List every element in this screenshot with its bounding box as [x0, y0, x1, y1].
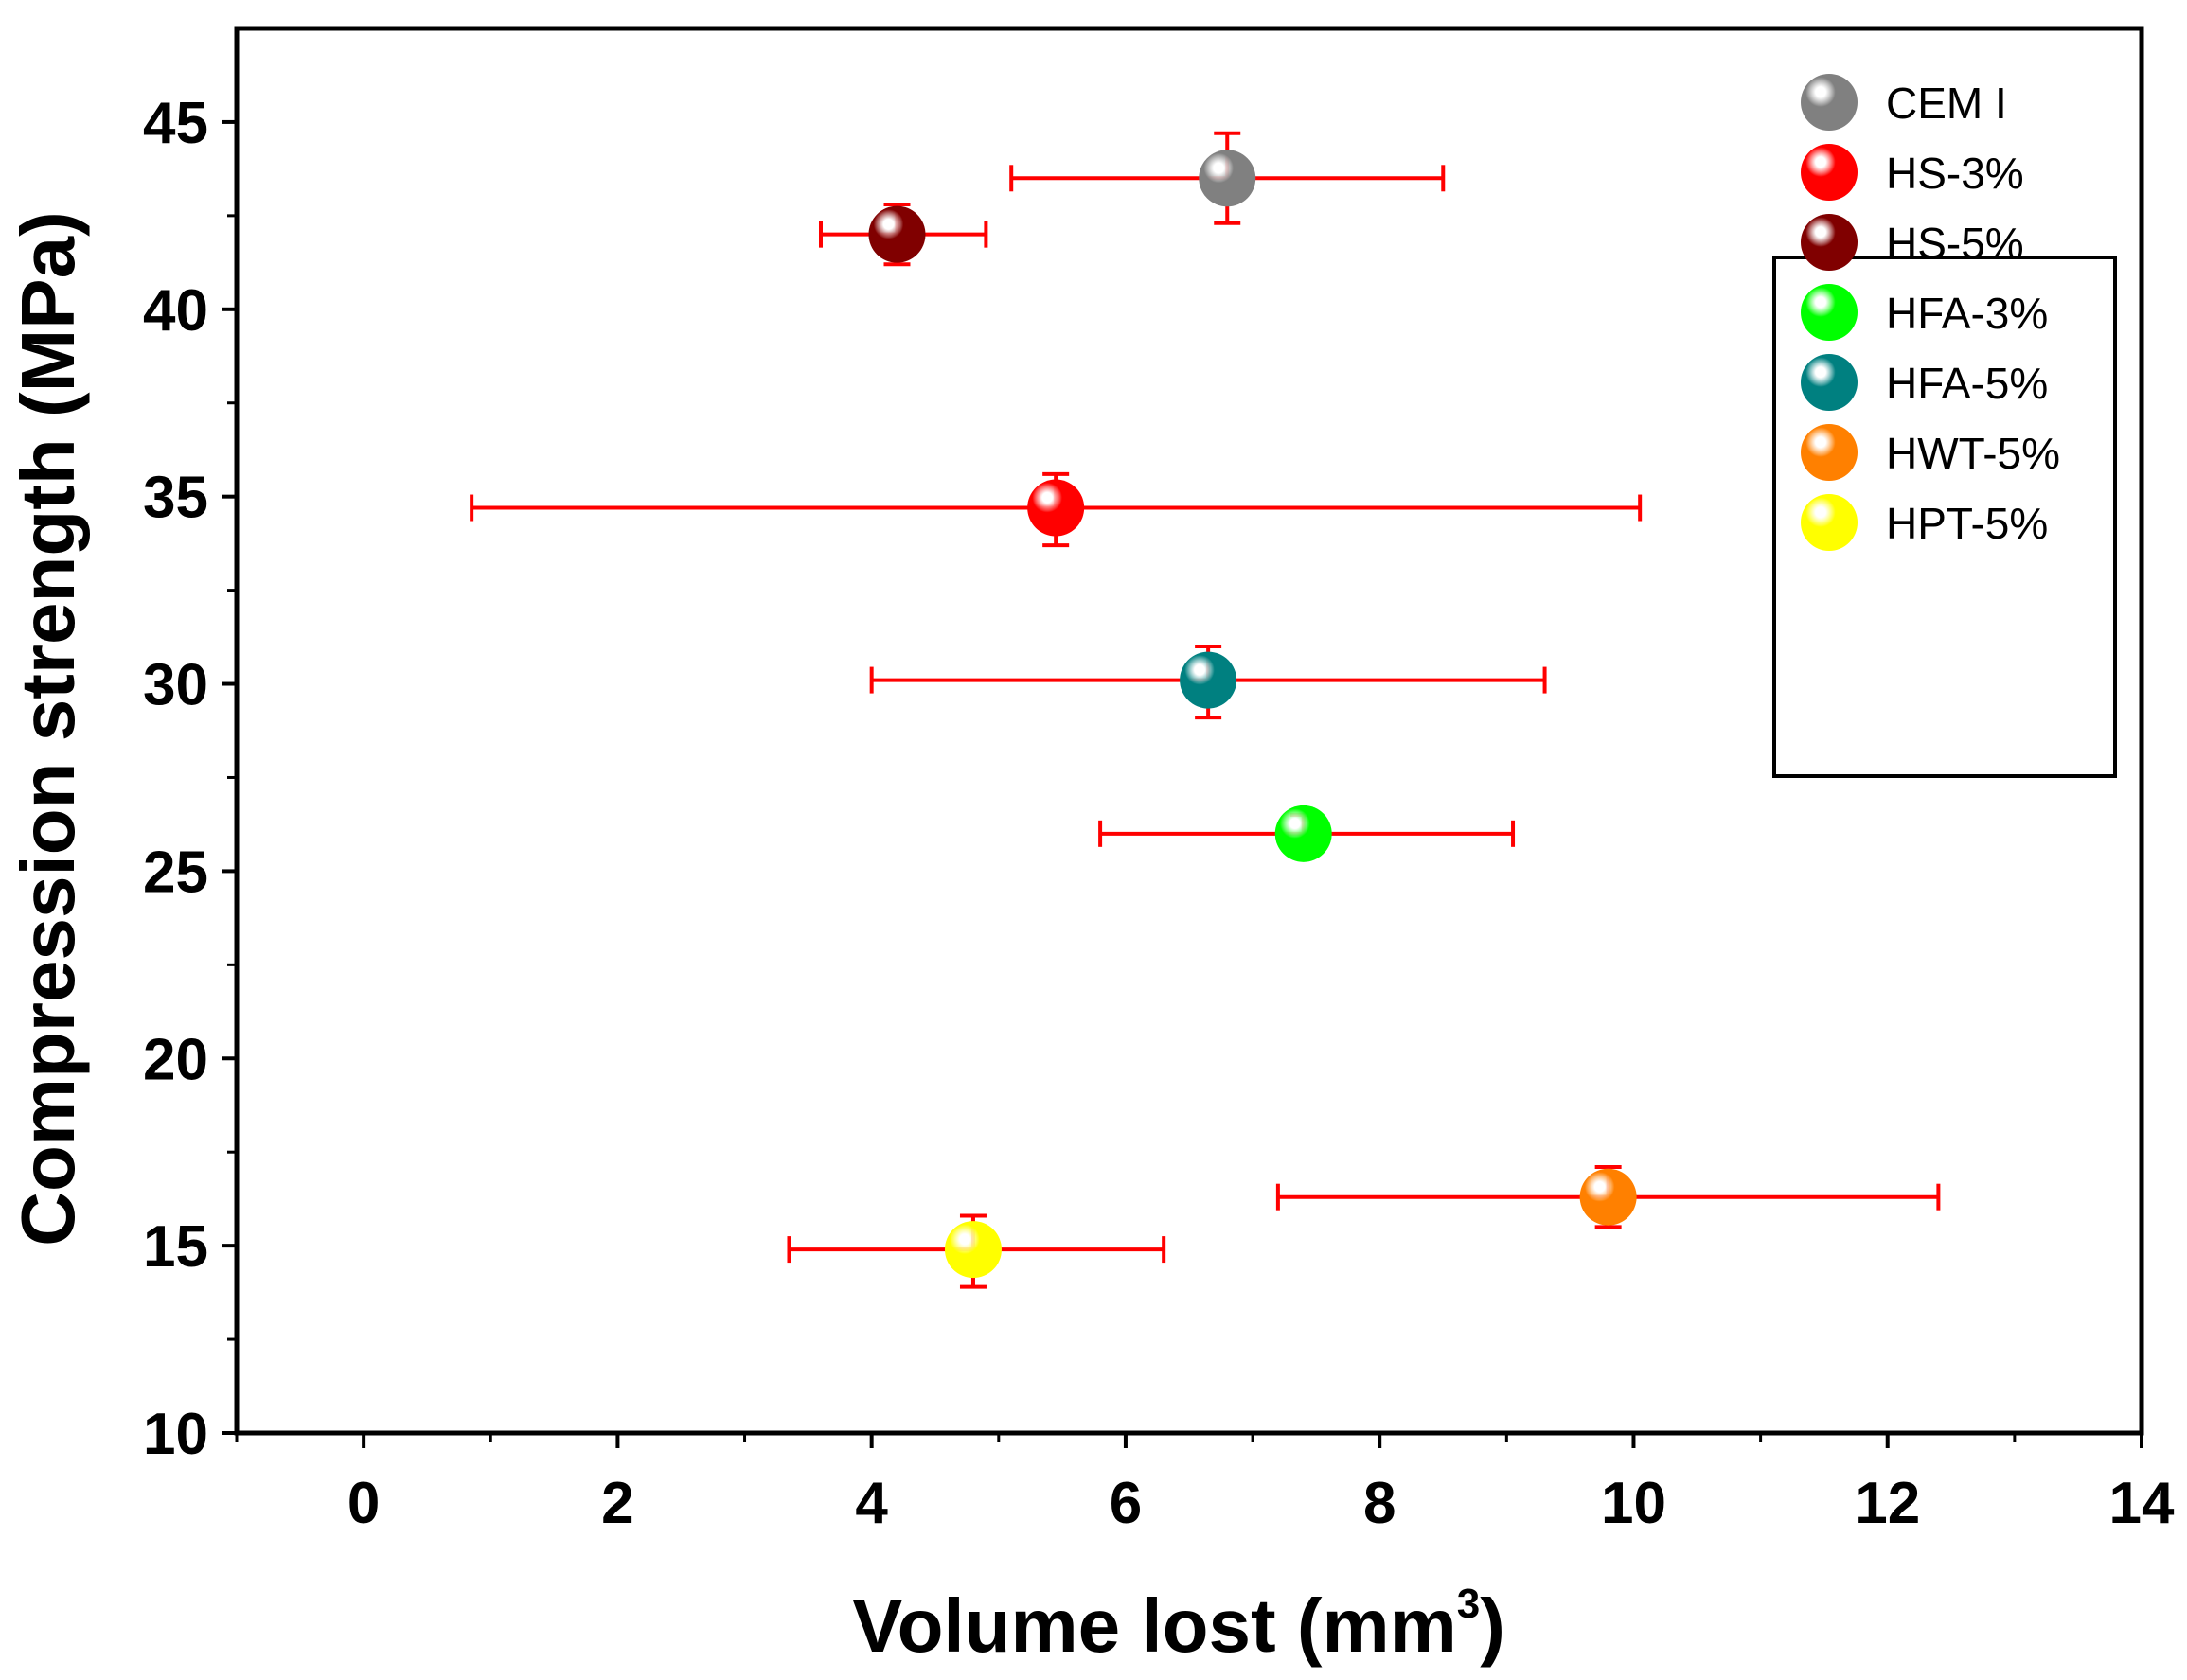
- y-tick-label: 20: [143, 1027, 208, 1092]
- x-tick-label: 4: [855, 1471, 888, 1536]
- x-axis-title: Volume lost (mm3): [852, 1581, 1505, 1668]
- legend-label: HFA-5%: [1886, 359, 2048, 408]
- data-point: [1180, 651, 1237, 709]
- y-tick-label: 35: [143, 466, 208, 531]
- plot-frame: [234, 26, 2144, 1436]
- y-tick-label: 15: [143, 1214, 208, 1280]
- legend-marker: [1801, 144, 1858, 201]
- y-tick-label: 10: [143, 1402, 208, 1467]
- data-point: [1274, 805, 1332, 862]
- legend-marker: [1801, 494, 1858, 551]
- legend-label: HS-5%: [1886, 219, 2024, 268]
- legend-marker: [1801, 284, 1858, 341]
- legend-label: HFA-3%: [1886, 289, 2048, 338]
- data-point: [868, 205, 926, 263]
- legend-label: HPT-5%: [1886, 499, 2048, 548]
- x-tick-label: 8: [1363, 1471, 1396, 1536]
- legend-label: CEM I: [1886, 79, 2007, 128]
- x-tick-label: 10: [1601, 1471, 1666, 1536]
- data-point: [1199, 150, 1256, 207]
- legend-marker: [1801, 354, 1858, 411]
- data-point: [944, 1221, 1002, 1279]
- data-point: [1027, 479, 1085, 537]
- legend-label: HWT-5%: [1886, 429, 2060, 478]
- x-tick-label: 14: [2109, 1471, 2175, 1536]
- legend-box: [1772, 256, 2117, 778]
- x-axis-title-superscript: 3: [1457, 1581, 1480, 1627]
- data-point: [1579, 1168, 1637, 1226]
- x-tick-label: 2: [601, 1471, 633, 1536]
- y-tick-label: 30: [143, 653, 208, 718]
- legend-marker: [1801, 424, 1858, 481]
- legend-marker: [1801, 214, 1858, 271]
- y-tick-label: 25: [143, 840, 208, 905]
- x-tick-label: 12: [1855, 1471, 1920, 1536]
- x-axis-title-close: ): [1480, 1583, 1505, 1668]
- x-tick-label: 0: [347, 1471, 380, 1536]
- legend-marker: [1801, 74, 1858, 131]
- y-tick-label: 45: [143, 91, 208, 156]
- y-tick-label: 40: [143, 278, 208, 344]
- y-axis-title: Compression strength (MPa): [6, 211, 90, 1246]
- x-tick-label: 6: [1110, 1471, 1142, 1536]
- x-axis-title-main: Volume lost (mm: [852, 1583, 1457, 1668]
- legend-label: HS-3%: [1886, 149, 2024, 198]
